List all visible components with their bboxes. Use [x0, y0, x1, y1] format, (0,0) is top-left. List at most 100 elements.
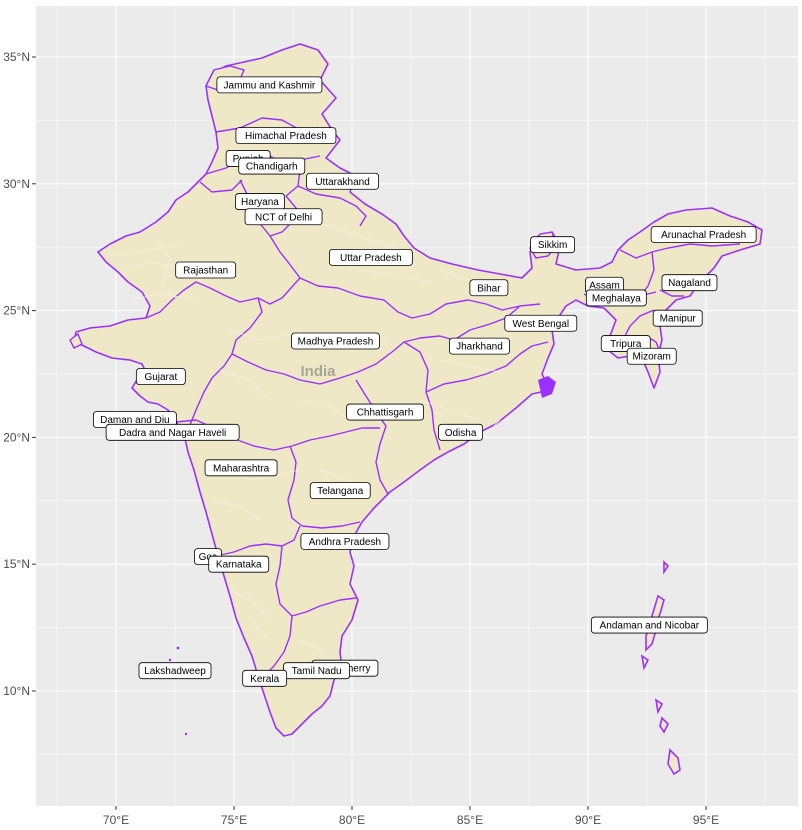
y-tick-label: 25°N: [3, 304, 30, 318]
state-label-box: [626, 347, 677, 365]
state-label-text: NCT of Delhi: [255, 212, 312, 223]
state-label: Uttar Pradesh: [328, 248, 413, 266]
state-label-text: Daman and Diu: [100, 415, 169, 426]
state-label-box: [244, 208, 323, 226]
northeast-boundaries: [619, 243, 741, 357]
state-label: NCT of Delhi: [244, 208, 323, 226]
state-label-box: [469, 279, 509, 297]
state-label-box: [204, 459, 278, 477]
state-label-box: [135, 368, 186, 385]
state-label-box: [216, 76, 323, 94]
state-label-text: Jharkhand: [456, 342, 503, 353]
state-label-box: [530, 236, 575, 254]
state-boundaries: [145, 117, 549, 677]
state-label: Meghalaya: [585, 289, 647, 307]
state-label-text: Tamil Nadu: [292, 666, 342, 677]
state-label-box: [328, 248, 413, 266]
state-label: Dadra and Nagar Haveli: [105, 423, 240, 441]
state-label-text: Goa: [199, 552, 218, 563]
y-tick-label: 10°N: [3, 684, 30, 698]
state-label-box: [650, 226, 757, 243]
state-label-box: [175, 261, 237, 279]
lakshadweep-islands: [168, 646, 188, 736]
x-tick-label: 85°E: [457, 813, 483, 827]
state-label-box: [661, 274, 718, 292]
state-label-text: Madhya Pradesh: [298, 337, 374, 348]
state-label-text: Arunachal Pradesh: [661, 230, 746, 241]
state-label-text: Kerala: [250, 674, 279, 685]
state-label: Gujarat: [135, 368, 186, 385]
state-label: Assam: [585, 276, 624, 294]
state-label: Mizoram: [626, 347, 677, 365]
state-label-text: Sikkim: [538, 240, 567, 251]
state-label-box: [242, 669, 288, 687]
state-label: Odisha: [438, 423, 483, 441]
state-label: Sikkim: [530, 236, 575, 254]
state-label: Jharkhand: [449, 337, 510, 355]
state-label-text: Haryana: [241, 197, 279, 208]
ganges-delta: [538, 376, 556, 398]
state-label-box: [306, 172, 379, 190]
state-label-box: [652, 309, 703, 327]
x-axis: 70°E 75°E 80°E 85°E 90°E 95°E: [103, 806, 719, 827]
state-label-text: Andhra Pradesh: [309, 537, 381, 548]
state-label: Telangana: [309, 482, 371, 500]
state-label-text: Lakshadweep: [144, 666, 206, 677]
state-label-box: [138, 662, 212, 680]
state-label-text: Himachal Pradesh: [245, 131, 327, 142]
state-label: Tripura: [600, 335, 651, 352]
state-label: West Bengal: [504, 314, 578, 332]
state-label-text: Chhattisgarh: [357, 408, 414, 419]
state-label-box: [208, 555, 270, 573]
state-label-text: Karnataka: [216, 560, 262, 571]
state-label-box: [504, 314, 578, 332]
x-tick-label: 90°E: [575, 813, 601, 827]
state-label-text: Jammu and Kashmir: [224, 80, 316, 91]
map-watermark: India: [300, 363, 336, 380]
state-label: Himachal Pradesh: [235, 127, 337, 145]
x-tick-label: 95°E: [693, 813, 719, 827]
state-label-box: [309, 482, 371, 500]
state-label: Manipur: [652, 309, 703, 327]
state-label-text: Manipur: [660, 314, 697, 325]
state-label-text: Rajasthan: [183, 266, 228, 277]
state-label-box: [300, 532, 390, 550]
y-tick-label: 15°N: [3, 557, 30, 571]
state-label: Andaman and Nicobar: [590, 616, 708, 634]
state-label-text: Dadra and Nagar Haveli: [119, 428, 226, 439]
state-label: Kerala: [242, 669, 288, 687]
state-label: Nagaland: [661, 274, 718, 292]
state-label: Madhya Pradesh: [291, 332, 380, 350]
state-label-text: Nagaland: [668, 278, 711, 289]
state-label: Maharashtra: [204, 459, 278, 477]
state-label-box: [105, 423, 240, 441]
state-label: Rajasthan: [175, 261, 237, 279]
y-tick-label: 30°N: [3, 177, 30, 191]
state-label: Tamil Nadu: [283, 662, 351, 680]
state-label-box: [600, 335, 651, 352]
state-label-text: West Bengal: [513, 319, 570, 330]
gujarat-coast-notch: [69, 332, 83, 349]
state-label: Chandigarh: [238, 157, 306, 175]
y-axis: 10°N 15°N 20°N 25°N 30°N 35°N: [3, 50, 36, 698]
state-label: Uttarakhand: [306, 172, 379, 190]
state-label-text: Uttar Pradesh: [340, 253, 402, 264]
state-label-text: Meghalaya: [592, 293, 641, 304]
state-label-box: [590, 616, 708, 634]
state-label: Jammu and Kashmir: [216, 76, 323, 94]
x-tick-label: 75°E: [221, 813, 247, 827]
state-label-text: Uttarakhand: [315, 177, 369, 188]
state-label: Chhattisgarh: [346, 403, 424, 421]
state-label-box: [585, 289, 647, 307]
state-label-box: [291, 332, 380, 350]
state-label-box: [238, 157, 306, 175]
state-label-text: Andaman and Nicobar: [600, 621, 700, 632]
state-label: Haryana: [235, 193, 285, 210]
state-label-box: [346, 403, 424, 421]
state-label: Karnataka: [208, 555, 270, 573]
state-label: Arunachal Pradesh: [650, 226, 757, 243]
state-label-text: Bihar: [477, 283, 501, 294]
state-label-text: Gujarat: [144, 372, 177, 383]
